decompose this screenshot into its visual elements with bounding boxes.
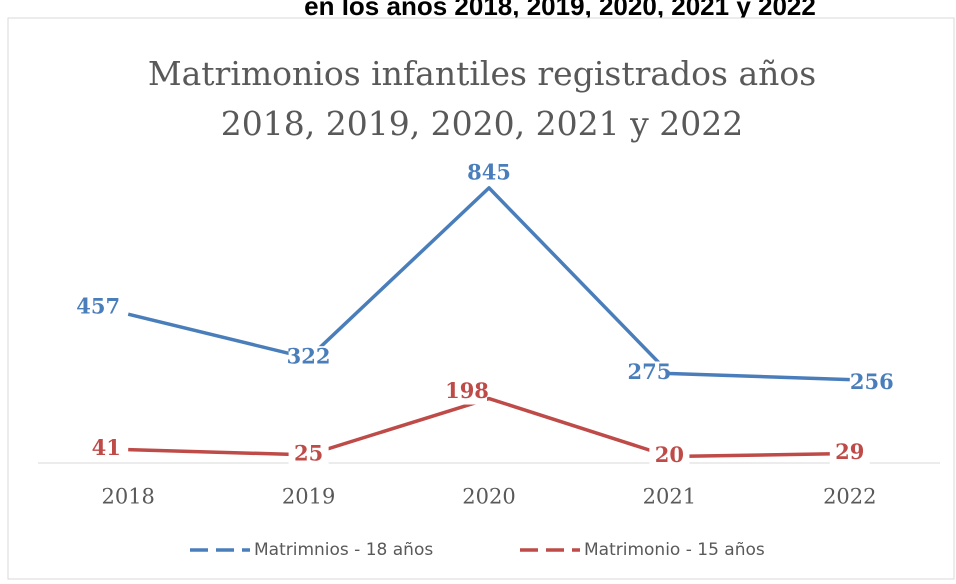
data-label: 41: [92, 435, 121, 460]
x-tick-label: 2018: [101, 485, 154, 509]
chart-title: 2018, 2019, 2020, 2021 y 2022: [221, 104, 743, 143]
label-background: [629, 361, 670, 386]
label-background: [288, 442, 329, 467]
x-tick-label: 2020: [462, 485, 515, 509]
label-background: [649, 444, 690, 469]
data-label: 20: [655, 442, 684, 467]
legend-label: Matrimonio - 15 años: [584, 540, 765, 560]
data-label: 845: [467, 159, 511, 184]
data-label: 198: [445, 378, 489, 403]
x-tick-label: 2019: [282, 485, 335, 509]
page-header: en los años 2018, 2019, 2020, 2021 y 202…: [304, 0, 816, 21]
data-label: 25: [294, 440, 323, 465]
data-label: 256: [850, 369, 894, 394]
series-line: [127, 186, 850, 382]
label-background: [851, 371, 892, 396]
data-label: 275: [627, 359, 671, 384]
legend-label: Matrimnios - 18 años: [254, 540, 433, 560]
x-tick-label: 2021: [643, 485, 696, 509]
data-label: 322: [287, 344, 331, 369]
x-tick-label: 2022: [823, 485, 876, 509]
label-background: [86, 437, 127, 462]
series-line: [128, 396, 850, 459]
data-label: 457: [76, 294, 120, 319]
label-background: [78, 296, 119, 321]
data-label: 29: [835, 439, 864, 464]
chart-title: Matrimonios infantiles registrados años: [148, 54, 816, 93]
label-background: [469, 161, 509, 186]
chart-frame: [7, 17, 955, 580]
label-background: [288, 346, 329, 371]
label-background: [447, 380, 487, 405]
label-background: [829, 441, 870, 466]
